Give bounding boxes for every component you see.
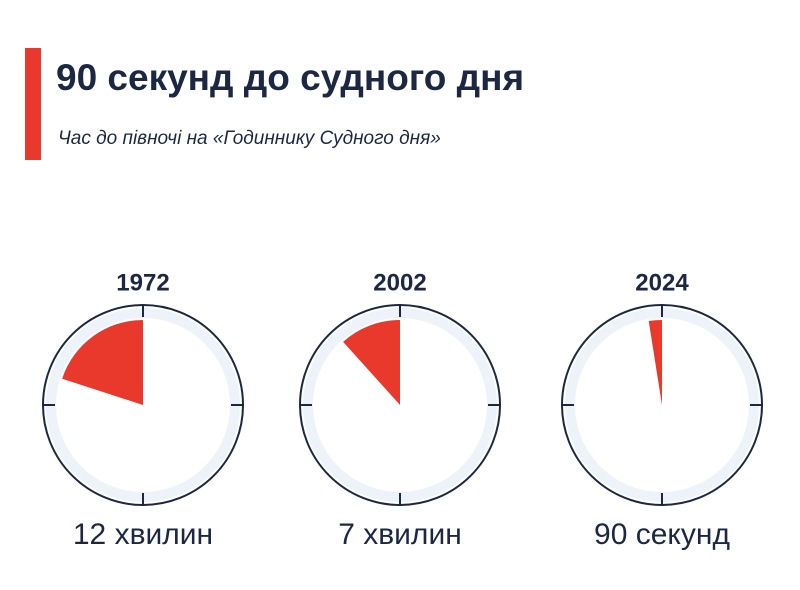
year-label: 2024 [635,269,689,296]
accent-bar [25,48,41,160]
chart-title: 90 секунд до судного дня [56,57,524,98]
year-label: 2002 [373,269,426,296]
time-sector [648,320,662,405]
time-sector [62,320,143,405]
value-label: 7 хвилин [338,518,462,551]
year-label: 1972 [116,269,169,296]
value-label: 90 секунд [594,518,730,551]
time-sector [343,320,400,405]
value-label: 12 хвилин [73,518,213,551]
chart-subtitle: Час до півночі на «Годиннику Судного дня… [58,128,441,149]
